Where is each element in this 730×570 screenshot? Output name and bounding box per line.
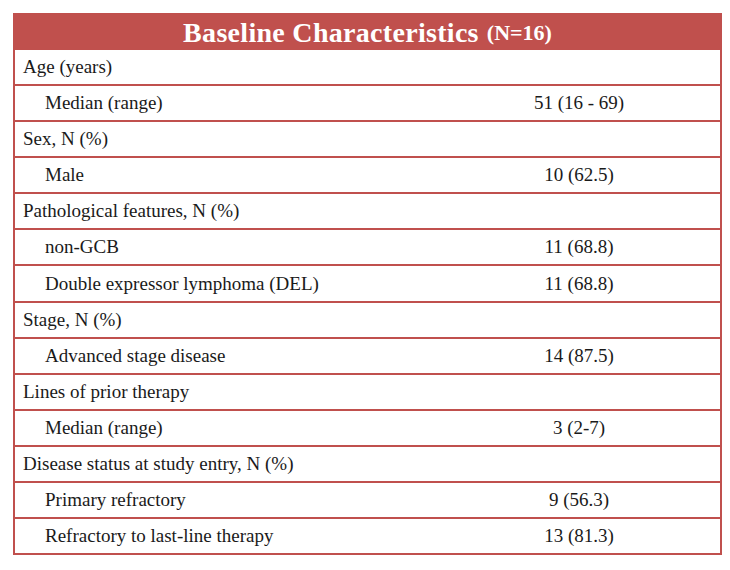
table-title-bar: Baseline Characteristics (N=16) — [15, 15, 720, 50]
table-row: Stage, N (%) — [15, 303, 720, 339]
row-value: 10 (62.5) — [438, 164, 720, 186]
table-row: Advanced stage disease 14 (87.5) — [15, 339, 720, 375]
row-label: Double expressor lymphoma (DEL) — [15, 273, 438, 295]
table-row: Sex, N (%) — [15, 122, 720, 158]
row-label: Advanced stage disease — [15, 345, 438, 367]
row-label: Refractory to last-line therapy — [15, 525, 438, 547]
baseline-characteristics-table: Baseline Characteristics (N=16) Age (yea… — [13, 13, 722, 555]
row-label: Age (years) — [15, 56, 438, 78]
row-value: 51 (16 - 69) — [438, 92, 720, 114]
row-label: Male — [15, 164, 438, 186]
row-value: 13 (81.3) — [438, 525, 720, 547]
row-label: Primary refractory — [15, 489, 438, 511]
row-value: 3 (2-7) — [438, 417, 720, 439]
row-value: 11 (68.8) — [438, 236, 720, 258]
row-label: Stage, N (%) — [15, 309, 438, 331]
table-body: Age (years) Median (range) 51 (16 - 69) … — [15, 50, 720, 553]
row-label: Pathological features, N (%) — [15, 200, 438, 222]
table-row: Lines of prior therapy — [15, 375, 720, 411]
table-row: Double expressor lymphoma (DEL) 11 (68.8… — [15, 266, 720, 302]
table-row: Age (years) — [15, 50, 720, 86]
row-value: 9 (56.3) — [438, 489, 720, 511]
table-row: Disease status at study entry, N (%) — [15, 447, 720, 483]
row-label: Median (range) — [15, 92, 438, 114]
table-row: Median (range) 3 (2-7) — [15, 411, 720, 447]
row-label: Median (range) — [15, 417, 438, 439]
row-label: Sex, N (%) — [15, 128, 438, 150]
table-row: Median (range) 51 (16 - 69) — [15, 86, 720, 122]
table-row: Primary refractory 9 (56.3) — [15, 483, 720, 519]
table-row: Male 10 (62.5) — [15, 158, 720, 194]
row-label: Lines of prior therapy — [15, 381, 438, 403]
table-row: non-GCB 11 (68.8) — [15, 230, 720, 266]
row-label: Disease status at study entry, N (%) — [15, 453, 438, 475]
table-title-n-count: (N=16) — [487, 22, 552, 44]
row-value: 14 (87.5) — [438, 345, 720, 367]
table-row: Pathological features, N (%) — [15, 194, 720, 230]
row-value: 11 (68.8) — [438, 273, 720, 295]
table-row: Refractory to last-line therapy 13 (81.3… — [15, 519, 720, 553]
row-label: non-GCB — [15, 236, 438, 258]
table-title: Baseline Characteristics — [183, 19, 479, 47]
